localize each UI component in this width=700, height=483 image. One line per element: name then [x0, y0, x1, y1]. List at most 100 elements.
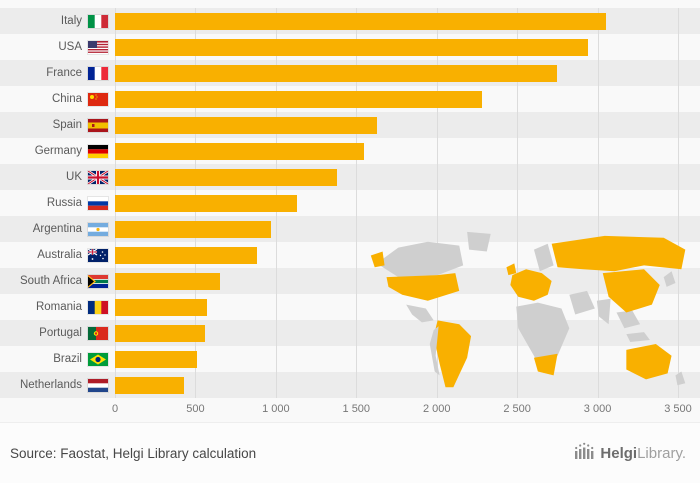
- value-bar: [115, 298, 207, 316]
- value-bar: [115, 90, 482, 108]
- bar-cell: [115, 246, 678, 264]
- map-chile-region: [429, 326, 440, 376]
- bar-rows: Italy USA France China Spain Germany UK Russia A…: [0, 8, 700, 398]
- label-cell: Italy: [0, 14, 115, 28]
- bar-chart: Italy USA France China Spain Germany UK Russia A…: [0, 8, 700, 422]
- country-label: Argentina: [32, 223, 82, 235]
- bar-cell: [115, 220, 678, 238]
- value-bar: [115, 350, 198, 368]
- bar-cell: [115, 272, 678, 290]
- helgi-logo-text: HelgiLibrary.: [600, 444, 686, 462]
- country-label: Russia: [46, 197, 82, 209]
- country-label: Spain: [52, 119, 82, 131]
- label-cell: Brazil: [0, 352, 115, 366]
- label-cell: UK: [0, 170, 115, 184]
- label-cell: Australia: [0, 248, 115, 262]
- table-row: Portugal: [0, 320, 700, 346]
- value-bar: [115, 142, 365, 160]
- helgi-logo: HelgiLibrary.: [573, 442, 686, 465]
- country-label: Italy: [60, 15, 82, 27]
- value-bar: [115, 38, 588, 56]
- flag-romania-icon: [88, 300, 108, 314]
- label-cell: France: [0, 66, 115, 80]
- value-bar: [115, 376, 185, 394]
- gridline: [356, 8, 358, 398]
- bar-cell: [115, 90, 678, 108]
- flag-usa-icon: [88, 40, 108, 54]
- x-tick-label: 0: [111, 403, 119, 415]
- world-map: [366, 226, 696, 398]
- flag-russia-icon: [88, 196, 108, 210]
- flag-france-icon: [88, 66, 108, 80]
- label-cell: Portugal: [0, 326, 115, 340]
- country-label: UK: [66, 171, 82, 183]
- country-label: Netherlands: [19, 379, 82, 391]
- bar-cell: [115, 142, 678, 160]
- flag-south-africa-icon: [88, 274, 108, 288]
- bar-cell: [115, 324, 678, 342]
- flag-brazil-icon: [88, 352, 108, 366]
- table-row: France: [0, 60, 700, 86]
- label-cell: Romania: [0, 300, 115, 314]
- x-tick-label: 2 000: [422, 403, 451, 415]
- x-tick-label: 500: [186, 403, 205, 415]
- flag-italy-icon: [88, 14, 108, 28]
- flag-germany-icon: [88, 144, 108, 158]
- x-axis: 0 500 1 000 1 500 2 000 2 500 3 000 3 500: [111, 398, 692, 422]
- bar-cell: [115, 64, 678, 82]
- value-bar: [115, 64, 558, 82]
- x-tick-label: 3 500: [664, 403, 692, 415]
- gridline: [597, 8, 599, 398]
- country-label: Portugal: [39, 327, 82, 339]
- bar-cell: [115, 298, 678, 316]
- country-label: Australia: [37, 249, 82, 261]
- flag-netherlands-icon: [88, 378, 108, 392]
- value-bar: [115, 246, 257, 264]
- country-label: Romania: [35, 301, 82, 313]
- table-row: Italy: [0, 8, 700, 34]
- table-row: Argentina: [0, 216, 700, 242]
- map-highlighted-regions: [370, 235, 686, 388]
- bar-cell: [115, 38, 678, 56]
- flag-spain-icon: [88, 118, 108, 132]
- label-cell: South Africa: [0, 274, 115, 288]
- country-label: Germany: [34, 145, 82, 157]
- value-bar: [115, 220, 272, 238]
- label-cell: Netherlands: [0, 378, 115, 392]
- label-cell: Germany: [0, 144, 115, 158]
- table-row: USA: [0, 34, 700, 60]
- table-row: Netherlands: [0, 372, 700, 398]
- value-bar: [115, 194, 297, 212]
- label-cell: Argentina: [0, 222, 115, 236]
- table-row: Australia: [0, 242, 700, 268]
- flag-australia-icon: [88, 248, 108, 262]
- table-row: South Africa: [0, 268, 700, 294]
- x-tick-label: 3 000: [583, 403, 612, 415]
- value-bar: [115, 12, 606, 30]
- table-row: Brazil: [0, 346, 700, 372]
- gridline: [678, 8, 679, 398]
- label-cell: Russia: [0, 196, 115, 210]
- value-bar: [115, 116, 378, 134]
- flag-portugal-icon: [88, 326, 108, 340]
- gridline: [517, 8, 519, 398]
- footer: Source: Faostat, Helgi Library calculati…: [0, 422, 700, 483]
- country-label: China: [51, 93, 82, 105]
- helgi-logo-icon: [573, 442, 595, 465]
- x-tick-label: 1 000: [262, 403, 290, 415]
- table-row: Germany: [0, 138, 700, 164]
- value-bar: [115, 168, 337, 186]
- table-row: Russia: [0, 190, 700, 216]
- flag-uk-icon: [88, 170, 108, 184]
- country-label: USA: [58, 41, 82, 53]
- x-tick-label: 1 500: [342, 403, 371, 415]
- value-bar: [115, 272, 220, 290]
- gridline: [436, 8, 438, 398]
- label-cell: USA: [0, 40, 115, 54]
- flag-china-icon: [88, 92, 108, 106]
- source-text: Source: Faostat, Helgi Library calculati…: [10, 445, 257, 461]
- table-row: Romania: [0, 294, 700, 320]
- table-row: Spain: [0, 112, 700, 138]
- label-cell: China: [0, 92, 115, 106]
